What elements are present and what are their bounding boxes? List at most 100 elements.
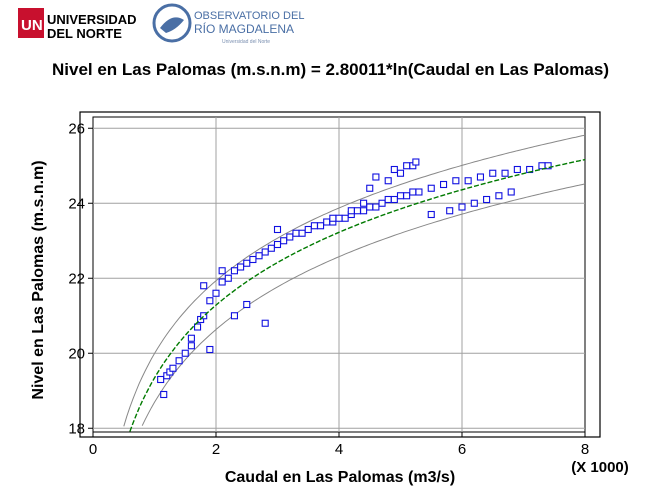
observatory-emblem-wave xyxy=(160,17,184,33)
data-point xyxy=(366,203,374,211)
data-point xyxy=(200,312,208,320)
data-point xyxy=(439,180,448,189)
data-point xyxy=(452,177,460,185)
y-tick-label: 24 xyxy=(68,195,85,212)
data-point xyxy=(483,195,491,204)
observatory-logo: OBSERVATORIO DEL RÍO MAGDALENA Universid… xyxy=(152,3,304,45)
data-point xyxy=(458,203,466,211)
data-point xyxy=(194,323,202,331)
data-point xyxy=(513,165,521,174)
data-points xyxy=(157,158,552,399)
fit-curve xyxy=(129,158,586,432)
x-tick-labels: 0 2 4 6 8 xyxy=(89,441,589,458)
data-point xyxy=(230,312,238,320)
data-point xyxy=(538,162,546,170)
data-point xyxy=(243,300,251,309)
data-point xyxy=(304,225,312,234)
data-point xyxy=(206,297,214,305)
x-tick-label: 2 xyxy=(212,441,220,458)
data-point xyxy=(310,222,318,230)
data-point xyxy=(224,274,232,282)
data-point xyxy=(372,173,380,181)
observatory-name-line1: OBSERVATORIO DEL xyxy=(194,10,304,22)
y-axis-label: Nivel en Las Palomas (m.s.n.m) xyxy=(30,160,47,399)
data-point xyxy=(298,229,306,237)
university-emblem xyxy=(18,8,44,38)
data-point xyxy=(160,390,168,399)
data-point xyxy=(218,278,226,286)
data-point xyxy=(230,267,238,275)
data-point xyxy=(427,210,435,219)
data-point xyxy=(464,177,472,185)
data-point xyxy=(212,289,220,297)
data-point xyxy=(200,282,208,290)
data-point xyxy=(175,357,183,365)
data-point xyxy=(378,199,386,207)
university-emblem-letters: UN xyxy=(21,17,43,34)
data-point xyxy=(360,199,368,207)
data-point xyxy=(366,184,374,192)
y-tick-label: 22 xyxy=(68,270,85,287)
data-point xyxy=(237,263,245,271)
data-point xyxy=(347,207,355,215)
chart-title: Nivel en Las Palomas (m.s.n.m) = 2.80011… xyxy=(52,60,609,79)
data-point xyxy=(218,267,226,275)
university-name-line1: UNIVERSIDAD xyxy=(47,12,137,27)
y-tick-label: 20 xyxy=(68,345,85,362)
data-point xyxy=(544,162,552,170)
data-point xyxy=(476,173,485,181)
observatory-tagline: Universidad del Norte xyxy=(222,39,270,45)
observatory-name-line2: RÍO MAGDALENA xyxy=(194,21,294,36)
data-point xyxy=(206,345,214,354)
data-point xyxy=(255,252,263,260)
data-point xyxy=(273,240,282,249)
data-point xyxy=(181,349,189,357)
data-point xyxy=(489,169,497,177)
fitted-curve xyxy=(129,158,586,432)
data-point xyxy=(280,237,288,245)
x-tick-label: 6 xyxy=(458,441,466,458)
x-tick-label: 4 xyxy=(335,441,343,458)
data-point xyxy=(187,342,195,350)
confidence-band xyxy=(123,134,586,427)
header-logos: UN UNIVERSIDAD DEL NORTE OBSERVATORIO DE… xyxy=(0,0,661,50)
y-tick-labels: 18 20 22 24 26 xyxy=(68,120,85,437)
data-point xyxy=(169,364,177,372)
data-point xyxy=(384,195,392,204)
data-point xyxy=(249,255,257,264)
data-point xyxy=(157,375,165,384)
x-tick-label: 0 xyxy=(89,441,97,458)
data-point xyxy=(360,207,368,215)
university-logo: UN UNIVERSIDAD DEL NORTE xyxy=(18,8,137,41)
data-point xyxy=(286,233,294,241)
data-point xyxy=(384,177,392,185)
data-point xyxy=(412,158,420,166)
data-point xyxy=(390,195,398,204)
data-point xyxy=(409,188,417,196)
data-point xyxy=(353,207,362,215)
data-point xyxy=(187,334,195,342)
data-point xyxy=(396,192,405,200)
y-tick-label: 18 xyxy=(68,420,85,437)
data-point xyxy=(507,188,515,196)
data-point xyxy=(427,184,435,192)
data-point xyxy=(316,222,325,230)
data-point xyxy=(446,207,454,215)
plot-frame xyxy=(79,111,601,438)
data-point xyxy=(403,192,411,200)
data-point xyxy=(273,225,282,234)
data-point xyxy=(415,188,423,196)
logo-strip: UN UNIVERSIDAD DEL NORTE OBSERVATORIO DE… xyxy=(18,3,304,45)
data-point xyxy=(267,244,275,252)
y-tick-label: 26 xyxy=(68,120,85,137)
university-name-line2: DEL NORTE xyxy=(47,26,122,41)
data-point xyxy=(261,248,269,256)
data-point xyxy=(341,214,349,222)
x-axis-multiplier: (X 1000) xyxy=(571,459,629,476)
data-point xyxy=(292,229,300,237)
upper-confidence-line xyxy=(123,134,586,427)
x-tick-label: 8 xyxy=(581,441,589,458)
data-point xyxy=(501,169,509,177)
data-point xyxy=(372,203,380,211)
